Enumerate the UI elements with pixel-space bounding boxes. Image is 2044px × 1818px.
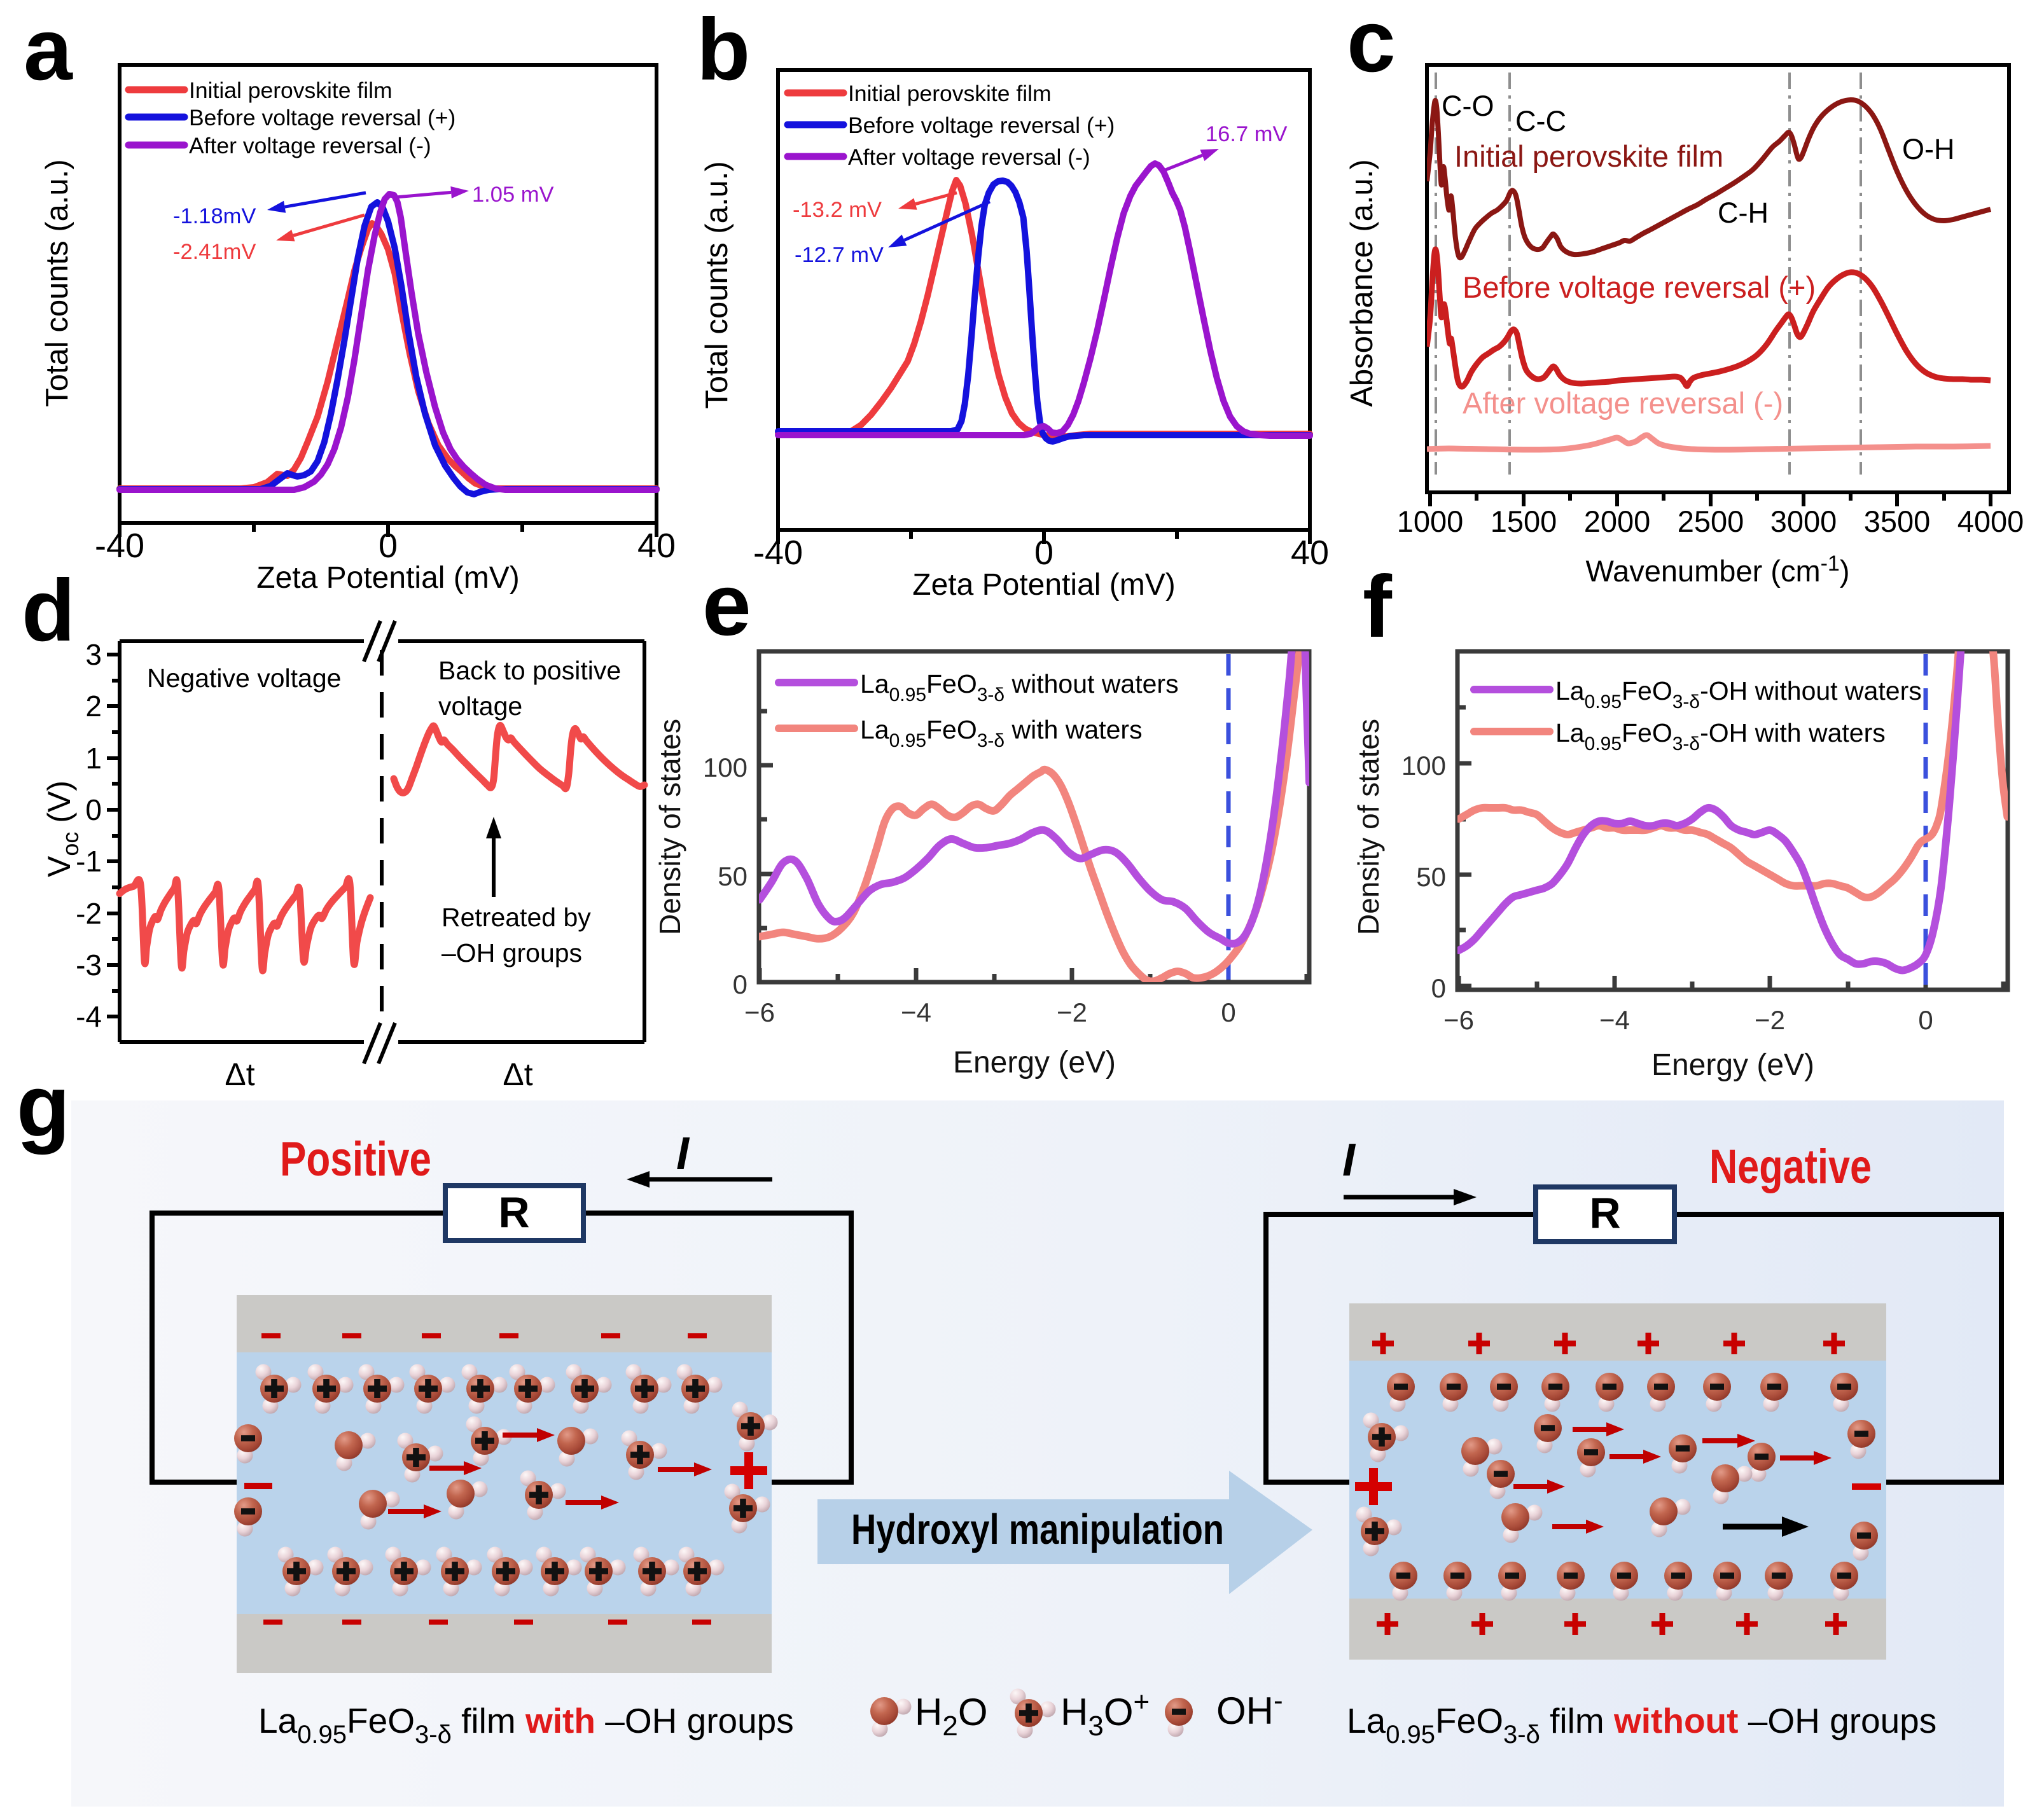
svg-text:Before voltage reversal (+): Before voltage reversal (+) — [1463, 270, 1816, 304]
svg-text:d: d — [22, 562, 75, 660]
svg-text:Zeta Potential (mV): Zeta Potential (mV) — [256, 561, 519, 595]
svg-text:1000: 1000 — [1397, 504, 1464, 538]
svg-text:e: e — [702, 556, 751, 654]
svg-text:0: 0 — [1221, 997, 1235, 1027]
svg-text:16.7 mV: 16.7 mV — [1206, 122, 1287, 146]
svg-text:2: 2 — [85, 690, 102, 723]
svg-text:Absorbance (a.u.): Absorbance (a.u.) — [1345, 159, 1379, 407]
svg-text:−4: −4 — [901, 997, 931, 1027]
svg-text:R: R — [1589, 1189, 1620, 1237]
svg-text:Retreated by: Retreated by — [441, 903, 591, 932]
svg-text:OH-: OH- — [1216, 1685, 1283, 1732]
svg-text:-2.41mV: -2.41mV — [173, 240, 256, 264]
svg-text:I: I — [1342, 1135, 1356, 1186]
svg-text:Positive: Positive — [280, 1132, 431, 1186]
svg-text:2500: 2500 — [1678, 504, 1744, 538]
svg-text:3500: 3500 — [1864, 504, 1931, 538]
svg-text:f: f — [1363, 558, 1393, 656]
svg-text:Density of states: Density of states — [1352, 719, 1385, 935]
svg-text:1.05 mV: 1.05 mV — [472, 183, 553, 207]
svg-text:50: 50 — [718, 861, 747, 891]
svg-text:50: 50 — [1416, 862, 1446, 892]
svg-text:-12.7 mV: -12.7 mV — [795, 243, 884, 267]
svg-text:-40: -40 — [95, 527, 144, 565]
svg-text:Before voltage reversal (+): Before voltage reversal (+) — [189, 105, 455, 130]
svg-text:After voltage reversal (-): After voltage reversal (-) — [848, 144, 1090, 170]
svg-text:C-O: C-O — [1442, 90, 1494, 122]
svg-text:Wavenumber (cm-1): Wavenumber (cm-1) — [1585, 552, 1849, 588]
svg-text:0: 0 — [1431, 973, 1446, 1003]
svg-text:Before voltage reversal (+): Before voltage reversal (+) — [848, 113, 1115, 138]
svg-text:Δt: Δt — [503, 1057, 532, 1092]
svg-text:Back to positive: Back to positive — [438, 656, 621, 685]
svg-text:-2: -2 — [76, 897, 102, 930]
svg-text:b: b — [697, 1, 750, 99]
svg-text:Hydroxyl manipulation: Hydroxyl manipulation — [851, 1506, 1224, 1553]
svg-text:Negative: Negative — [1709, 1140, 1872, 1194]
svg-text:Initial perovskite film: Initial perovskite film — [189, 78, 393, 103]
svg-text:0: 0 — [1918, 1005, 1933, 1035]
svg-text:C-H: C-H — [1718, 197, 1769, 229]
svg-text:−6: −6 — [744, 997, 775, 1027]
svg-text:After voltage reversal (-): After voltage reversal (-) — [1463, 386, 1783, 420]
svg-text:−4: −4 — [1599, 1005, 1630, 1035]
svg-text:-1: -1 — [76, 845, 102, 878]
svg-text:O-H: O-H — [1902, 133, 1955, 165]
svg-text:-4: -4 — [76, 1000, 102, 1033]
svg-text:Zeta Potential (mV): Zeta Potential (mV) — [912, 568, 1175, 602]
svg-text:Δt: Δt — [225, 1057, 254, 1092]
svg-text:Energy (eV): Energy (eV) — [953, 1046, 1116, 1079]
svg-text:3: 3 — [85, 638, 102, 671]
svg-text:0: 0 — [1034, 534, 1053, 572]
svg-text:Density of states: Density of states — [653, 719, 686, 935]
svg-text:3000: 3000 — [1770, 504, 1837, 538]
svg-text:40: 40 — [637, 527, 676, 565]
svg-text:-3: -3 — [76, 948, 102, 982]
svg-text:40: 40 — [1291, 534, 1329, 572]
svg-text:Initial perovskite film: Initial perovskite film — [848, 81, 1052, 106]
svg-text:Total counts (a.u.): Total counts (a.u.) — [40, 159, 74, 406]
svg-text:a: a — [24, 1, 73, 99]
svg-text:–OH groups: –OH groups — [441, 938, 582, 968]
svg-text:Initial perovskite film: Initial perovskite film — [1454, 139, 1723, 173]
svg-text:2000: 2000 — [1584, 504, 1651, 538]
svg-text:Total counts (a.u.): Total counts (a.u.) — [700, 161, 734, 408]
svg-text:100: 100 — [703, 753, 747, 782]
svg-text:-40: -40 — [753, 534, 803, 572]
svg-text:0: 0 — [733, 969, 747, 999]
svg-text:Negative voltage: Negative voltage — [147, 663, 341, 693]
svg-text:4000: 4000 — [1957, 504, 2024, 538]
svg-text:0: 0 — [85, 793, 102, 826]
svg-text:R: R — [498, 1188, 529, 1237]
svg-text:g: g — [17, 1057, 70, 1155]
svg-text:1: 1 — [85, 742, 102, 775]
svg-text:After voltage reversal (-): After voltage reversal (-) — [189, 133, 431, 158]
svg-text:−6: −6 — [1443, 1005, 1474, 1035]
svg-text:Energy (eV): Energy (eV) — [1651, 1048, 1814, 1082]
svg-text:100: 100 — [1401, 751, 1446, 781]
svg-text:−2: −2 — [1755, 1005, 1785, 1035]
svg-text:voltage: voltage — [438, 691, 522, 721]
svg-text:Voc (V): Voc (V) — [41, 781, 83, 877]
svg-text:0: 0 — [379, 527, 398, 565]
svg-text:−2: −2 — [1057, 997, 1087, 1027]
svg-text:c: c — [1347, 0, 1396, 90]
svg-text:C-C: C-C — [1515, 105, 1566, 137]
svg-text:-13.2 mV: -13.2 mV — [793, 198, 882, 222]
svg-text:1500: 1500 — [1491, 504, 1557, 538]
svg-text:I: I — [676, 1128, 690, 1179]
svg-text:-1.18mV: -1.18mV — [173, 204, 256, 228]
